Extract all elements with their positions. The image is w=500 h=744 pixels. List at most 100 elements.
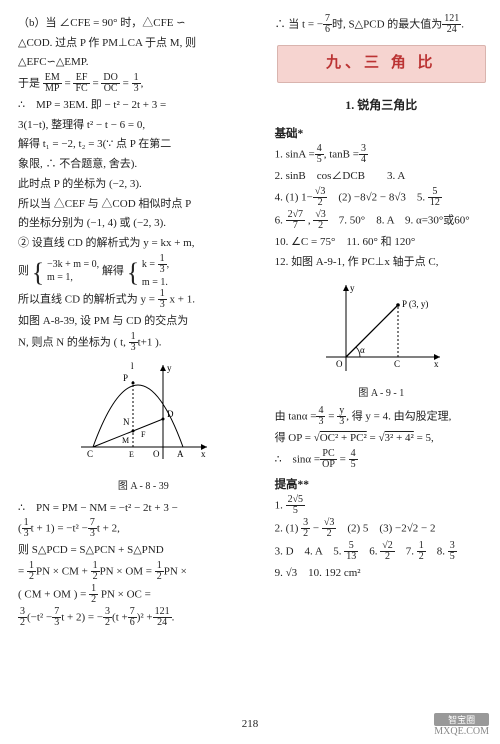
- label-D: D: [167, 409, 174, 419]
- text-line: 的坐标分别为 (−1, 4) 或 (−2, 3).: [18, 214, 269, 233]
- text: t+1: [138, 336, 153, 348]
- label-P: P: [123, 373, 128, 383]
- text: 8.: [426, 546, 448, 558]
- fraction: 13: [22, 518, 31, 540]
- text-line: （b）当 ∠CFE = 90° 时，△CFE ∽: [18, 14, 269, 33]
- angle-diagram: y P (3, y) O C x α: [316, 277, 446, 377]
- text: )² +: [137, 611, 153, 623]
- fraction: 2√77: [286, 210, 306, 232]
- text: = √: [367, 432, 385, 444]
- text-line: 如图 A-8-39, 设 PM 与 CD 的交点为: [18, 312, 269, 331]
- den: 3: [22, 529, 31, 540]
- text: , 得 y = 4. 由勾股定理,: [346, 411, 451, 423]
- text: ( CM + OM ) =: [18, 588, 86, 600]
- den: 3: [129, 343, 138, 354]
- text-line: ∴ 当 t = −76时, S△PCD 的最大值为12124.: [275, 14, 488, 36]
- page-number: 218: [0, 718, 500, 730]
- den: OP: [320, 460, 337, 471]
- text: 时, S△PCD 的最大值为: [332, 19, 442, 31]
- text: 6.: [275, 215, 286, 227]
- label-y: y: [167, 363, 172, 373]
- num: 1: [158, 254, 167, 265]
- fraction: EMMP: [43, 73, 62, 95]
- den: 2: [313, 198, 328, 209]
- text-line: 10. ∠C = 75° 11. 60° 和 120°: [275, 233, 488, 252]
- text: −: [310, 523, 322, 535]
- text: 于是: [18, 78, 40, 90]
- text: , tanB =: [324, 149, 359, 161]
- sqrt-expr: OC² + PC²: [320, 432, 367, 444]
- text-line: (13t + 1) = −t² −73t + 2,: [18, 518, 269, 540]
- fraction: 35: [448, 541, 457, 563]
- figure-caption: 图 A - 9 - 1: [275, 385, 488, 402]
- fraction: 13: [158, 289, 167, 311]
- text: 由 tanα =: [275, 411, 317, 423]
- text: 4. (1) 1−: [275, 192, 313, 204]
- fraction: 12124: [442, 14, 461, 36]
- text: ∴ 当 t = −: [275, 19, 323, 31]
- fraction: 32: [301, 518, 310, 540]
- label-E: E: [129, 450, 134, 459]
- den: 2: [301, 529, 310, 540]
- figure-a-9-1: y P (3, y) O C x α: [275, 277, 488, 384]
- eq: m = 1.: [142, 277, 168, 288]
- label-F: F: [141, 430, 146, 439]
- label-y: y: [350, 283, 355, 293]
- label-C: C: [394, 359, 400, 369]
- den: 2: [322, 529, 337, 540]
- text: 则: [18, 264, 29, 276]
- fraction: 45: [315, 144, 324, 166]
- fraction: √22: [380, 541, 395, 563]
- text-line: 此时点 P 的坐标为 (−2, 3).: [18, 175, 269, 194]
- den: 2: [417, 552, 426, 563]
- text-line: 1. 2√55: [275, 495, 488, 517]
- den: 5: [349, 460, 358, 471]
- text-line: 12. 如图 A-9-1, 作 PC⊥x 轴于点 C,: [275, 253, 488, 272]
- text: 解得: [102, 264, 124, 276]
- watermark-bottom: MXQE.COM: [434, 726, 489, 737]
- watermark: 智宝圈 MXQE.COM: [431, 712, 492, 738]
- fraction: 13: [132, 73, 141, 95]
- system: −3k + m = 0, m = 1,: [47, 258, 99, 283]
- text: t,: [120, 336, 129, 348]
- level-basic: 基础*: [275, 125, 488, 145]
- text-line: 所以当 △CEF 与 △COD 相似时点 P: [18, 195, 269, 214]
- fraction: 45: [349, 449, 358, 471]
- den: 5: [286, 506, 306, 517]
- text: 所以直线 CD 的解析式为 y =: [18, 294, 155, 306]
- text-line: 象限, ∴ 不合题意, 舍去).: [18, 155, 269, 174]
- text-line: ∴ sinα =PCOP = 45: [275, 449, 488, 471]
- fraction: 32: [103, 607, 112, 629]
- text-line: 32(−t² −73t + 2) = −32(t +76)² +12124.: [18, 607, 269, 629]
- page-body: （b）当 ∠CFE = 90° 时，△CFE ∽ △COD. 过点 P 作 PM…: [0, 0, 500, 706]
- label-M: M: [122, 436, 129, 445]
- den: 6: [128, 618, 137, 629]
- label-N: N: [123, 417, 130, 427]
- brace-icon: {: [127, 266, 139, 279]
- den: 3: [132, 84, 141, 95]
- text: PN × CM +: [36, 565, 88, 577]
- fraction: √32: [322, 518, 337, 540]
- den: 7: [286, 221, 306, 232]
- fraction: 34: [359, 144, 368, 166]
- fraction: √32: [313, 187, 328, 209]
- den: 13: [344, 552, 358, 563]
- label-A: A: [177, 449, 184, 459]
- text-line: 3(1−t), 整理得 t² − t − 6 = 0,: [18, 116, 269, 135]
- system: k = 13, m = 1.: [142, 254, 169, 289]
- den: 2: [89, 595, 98, 606]
- text-line: △EFC∽△EMP.: [18, 53, 269, 72]
- text-line: 1. sinA =45, tanB =34: [275, 144, 488, 166]
- eq: m = 1,: [47, 272, 73, 283]
- den: OC: [101, 84, 119, 95]
- label-O: O: [153, 449, 160, 459]
- brace-icon: {: [32, 266, 44, 279]
- den: MP: [43, 84, 62, 95]
- text-line: ② 设直线 CD 的解析式为 y = kx + m,: [18, 234, 269, 253]
- fraction: DOOC: [101, 73, 119, 95]
- figure-a-8-39: l y P N M F D C E O A x: [18, 359, 269, 476]
- eq: k = 13,: [142, 259, 169, 270]
- den: 4: [359, 155, 368, 166]
- text: (2) 5 (3) −2√2 − 2: [336, 523, 435, 535]
- fraction: 12: [417, 541, 426, 563]
